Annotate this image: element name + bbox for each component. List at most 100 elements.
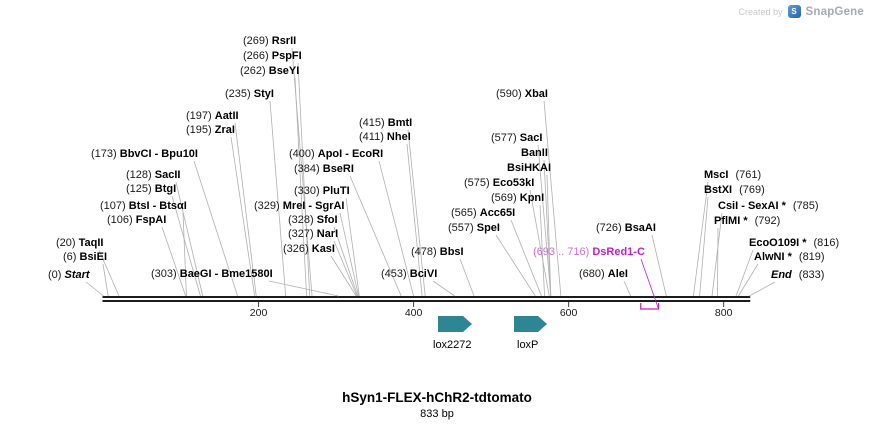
enzyme-site-label[interactable]: (262) BseYI <box>240 65 300 77</box>
enzyme-site-label[interactable]: (195) ZraI <box>186 124 235 136</box>
feature-arrow-loxP[interactable] <box>514 316 547 332</box>
feature-label-dsred1-c[interactable]: (693 .. 716) DsRed1-C <box>533 246 645 258</box>
enzyme-site-label[interactable]: AlwNI * (819) <box>754 251 825 263</box>
enzyme-site-label[interactable]: BanII <box>521 147 548 159</box>
enzyme-site-label[interactable]: (327) NarI <box>288 228 339 240</box>
created-by-text: Created by <box>738 6 783 17</box>
leader-line <box>234 122 257 297</box>
leader-line <box>407 129 426 297</box>
enzyme-site-label[interactable]: (384) BseRI <box>294 163 354 175</box>
enzyme-site-label[interactable]: (329) MreI - SgrAI <box>254 200 345 212</box>
leader-line <box>102 263 109 297</box>
leader-line <box>749 281 776 297</box>
leader-line <box>495 234 536 297</box>
leader-line <box>738 263 759 297</box>
leader-line <box>175 181 204 297</box>
enzyme-site-label[interactable]: (590) XbaI <box>496 88 548 100</box>
enzyme-site-label[interactable]: (726) BsaAI <box>596 222 656 234</box>
enzyme-site-label[interactable]: (478) BbsI <box>411 246 464 258</box>
leader-line <box>510 219 542 297</box>
snapgene-logo-icon: S <box>787 5 801 18</box>
enzyme-site-label[interactable]: (303) BaeGI - Bme1580I <box>151 268 273 280</box>
leader-line <box>333 240 358 297</box>
leader-line <box>651 234 667 297</box>
leader-line <box>735 249 754 297</box>
leader-line <box>543 159 552 297</box>
enzyme-site-label[interactable]: (577) SacI <box>491 132 543 144</box>
leader-line <box>539 204 545 297</box>
enzyme-site-label[interactable]: (557) SpeI <box>448 222 500 234</box>
enzyme-site-label[interactable]: PflMI * (792) <box>714 215 781 227</box>
enzyme-site-label[interactable]: (128) SacII <box>126 169 181 181</box>
leader-line <box>717 227 719 297</box>
leader-line <box>333 226 359 297</box>
leader-line <box>345 197 360 297</box>
enzyme-site-label[interactable]: MscI (761) <box>704 169 762 181</box>
enzyme-site-label[interactable]: (20) TaqII <box>56 237 104 249</box>
enzyme-site-label[interactable]: (569) KpnI <box>491 192 545 204</box>
feature-bracket <box>640 303 660 310</box>
enzyme-site-label[interactable]: BsiHKAI <box>507 162 552 174</box>
enzyme-site-label[interactable]: (400) ApoI - EcoRI <box>289 148 384 160</box>
enzyme-site-label[interactable]: (326) KasI <box>283 243 335 255</box>
leader-line <box>711 212 723 297</box>
enzyme-site-label[interactable]: (328) SfoI <box>288 214 338 226</box>
enzyme-site-label[interactable]: (575) Eco53kI <box>464 177 535 189</box>
enzyme-site-label[interactable]: CsiI - SexAI * (785) <box>718 200 819 212</box>
axis-tick-label-400: 400 <box>404 307 423 319</box>
leader-line <box>406 143 423 297</box>
enzyme-site-label[interactable]: (415) BmtI <box>359 117 413 129</box>
leader-line <box>269 100 287 297</box>
map-length: 833 bp <box>420 408 454 420</box>
enzyme-site-label[interactable]: (453) BciVI <box>381 268 438 280</box>
leader-line <box>529 189 550 297</box>
leader-line <box>432 280 455 297</box>
enzyme-site-label[interactable]: BstXI (769) <box>704 184 765 196</box>
leader-line <box>693 181 709 297</box>
leader-line <box>459 258 475 297</box>
enzyme-site-label[interactable]: (411) NheI <box>359 131 411 143</box>
enzyme-site-label[interactable]: (680) AleI <box>579 268 628 280</box>
enzyme-site-label[interactable]: (0) Start <box>48 269 90 281</box>
watermark: Created by S SnapGene <box>738 5 864 18</box>
enzyme-site-label[interactable]: (106) FspAI <box>107 214 167 226</box>
axis-tick-label-200: 200 <box>249 307 268 319</box>
enzyme-site-label[interactable]: (330) PluTI <box>294 185 350 197</box>
leader-line <box>161 226 187 297</box>
title-block: hSyn1-FLEX-hChR2-tdtomato 833 bp <box>0 390 874 420</box>
leader-line <box>699 196 709 297</box>
enzyme-site-label[interactable]: (173) BbvCI - Bpu10I <box>91 148 198 160</box>
enzyme-site-label[interactable]: (125) BtgI <box>126 183 177 195</box>
leader-line <box>268 280 339 297</box>
enzyme-site-label[interactable]: (266) PspFI <box>243 50 302 62</box>
arrow-label-loxP: loxP <box>517 339 539 351</box>
enzyme-site-label[interactable]: End (833) <box>771 269 825 281</box>
leader-line <box>98 249 120 297</box>
enzyme-site-label[interactable]: (235) StyI <box>225 88 274 100</box>
leader-line <box>640 258 659 310</box>
leader-line <box>85 281 104 297</box>
enzyme-site-label[interactable]: (107) BtsI - BtsαI <box>100 200 187 212</box>
map-title: hSyn1-FLEX-hChR2-tdtomato <box>342 390 532 405</box>
leader-line <box>193 160 238 297</box>
enzyme-site-label[interactable]: EcoO109I * (816) <box>749 237 840 249</box>
leader-line <box>339 212 359 297</box>
enzyme-site-label[interactable]: (6) BsiEI <box>63 251 108 263</box>
leader-line <box>378 160 414 297</box>
enzyme-site-label[interactable]: (197) AatII <box>186 110 239 122</box>
leader-line <box>294 77 308 297</box>
axis-tick-label-800: 800 <box>714 307 733 319</box>
leader-line <box>349 175 402 297</box>
leader-line <box>543 100 562 297</box>
leader-line <box>546 174 552 297</box>
enzyme-site-label[interactable]: (565) Acc65I <box>451 207 516 219</box>
feature-arrow-lox2272[interactable] <box>438 316 472 332</box>
leader-line <box>623 280 632 297</box>
leader-line <box>171 195 201 297</box>
arrow-label-lox2272: lox2272 <box>433 339 472 351</box>
leader-line <box>537 144 552 297</box>
enzyme-site-label[interactable]: (269) RsrII <box>243 35 297 47</box>
axis-tick-label-600: 600 <box>559 307 578 319</box>
